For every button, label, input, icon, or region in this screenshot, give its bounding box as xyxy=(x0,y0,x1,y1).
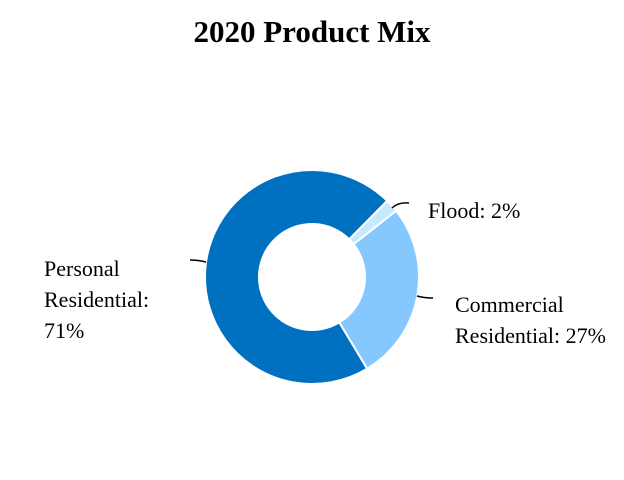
value-label: 2% xyxy=(490,198,521,223)
leader-line xyxy=(416,295,434,299)
leader-line xyxy=(189,259,207,263)
category-label: Flood: xyxy=(428,198,486,223)
category-label: Personal Residential: xyxy=(44,256,150,312)
leader-line xyxy=(391,202,410,209)
value-label: 27% xyxy=(565,323,606,348)
slice-label: Personal Residential: 71% xyxy=(44,253,184,346)
value-label: 71% xyxy=(44,318,85,343)
slice-label: Flood: 2% xyxy=(428,195,588,226)
donut-slice xyxy=(337,209,420,371)
category-label: Commercial Residential: xyxy=(455,292,564,348)
slice-label: Commercial Residential: 27% xyxy=(455,289,615,351)
donut-slice xyxy=(204,169,389,385)
chart-title: 2020 Product Mix xyxy=(193,14,431,49)
